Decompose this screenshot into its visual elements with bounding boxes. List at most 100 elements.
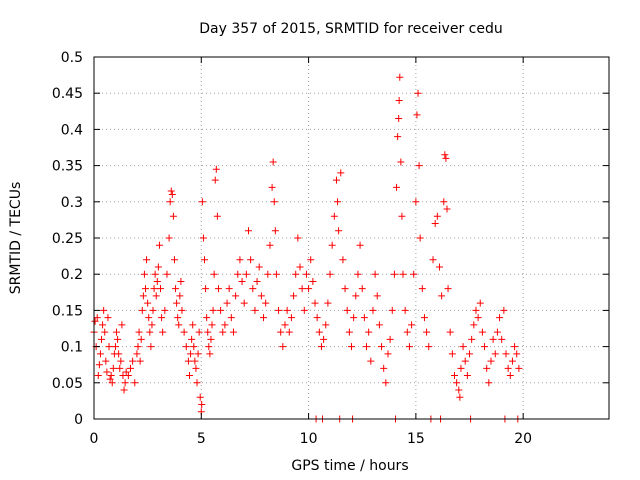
data-point xyxy=(476,299,484,307)
data-point xyxy=(210,270,218,278)
data-point xyxy=(408,321,416,329)
data-point xyxy=(208,321,216,329)
data-point xyxy=(155,241,163,249)
axis-ticks: 0 0.05 0.1 0.15 0.2 0.25 0.3 0.35 0.4 0.45 0.5 0 5 10… xyxy=(52,50,609,447)
data-point xyxy=(373,292,381,300)
data-point xyxy=(285,328,293,336)
data-point xyxy=(205,343,213,351)
data-point xyxy=(515,364,523,372)
data-point xyxy=(137,335,145,343)
data-point xyxy=(441,151,449,159)
data-point xyxy=(332,176,340,184)
y-tick-label: 0.3 xyxy=(61,195,83,211)
data-point xyxy=(172,285,180,293)
data-point xyxy=(146,328,154,336)
data-point xyxy=(255,263,263,271)
data-point xyxy=(202,285,210,293)
data-point xyxy=(229,328,237,336)
data-point xyxy=(474,314,482,322)
data-point xyxy=(139,292,147,300)
data-point xyxy=(168,191,176,199)
data-point xyxy=(348,343,355,351)
data-point xyxy=(227,314,235,322)
data-point xyxy=(405,343,413,351)
data-point xyxy=(311,299,319,307)
data-point xyxy=(309,277,317,285)
data-point xyxy=(95,361,103,369)
data-point xyxy=(395,115,403,123)
data-point xyxy=(96,350,104,358)
data-point xyxy=(294,234,302,242)
data-point xyxy=(143,256,151,264)
data-point xyxy=(489,335,497,343)
data-point xyxy=(185,372,193,380)
data-point xyxy=(292,270,300,278)
data-point xyxy=(236,256,244,264)
y-tick-label: 0.45 xyxy=(52,86,83,102)
data-point xyxy=(232,292,240,300)
data-point xyxy=(416,234,424,242)
data-point xyxy=(463,372,471,380)
chart-title: Day 357 of 2015, SRMTID for receiver ced… xyxy=(199,21,502,37)
data-point xyxy=(371,270,379,278)
data-point xyxy=(283,306,291,314)
data-point xyxy=(260,314,268,322)
data-point xyxy=(410,270,418,278)
data-point xyxy=(363,343,371,351)
data-point xyxy=(114,335,122,343)
data-point xyxy=(109,364,117,372)
data-point xyxy=(498,335,506,343)
data-point xyxy=(157,285,165,293)
data-point xyxy=(302,270,310,278)
y-tick-label: 0.15 xyxy=(52,303,83,319)
data-point xyxy=(481,343,489,351)
data-point xyxy=(451,372,458,380)
data-point xyxy=(386,335,394,343)
y-tick-label: 0.25 xyxy=(52,231,83,247)
data-point xyxy=(453,379,461,387)
data-point xyxy=(93,314,101,322)
data-point xyxy=(113,328,121,336)
data-point xyxy=(211,176,219,184)
data-point xyxy=(118,321,126,329)
data-point xyxy=(184,357,192,365)
data-point xyxy=(158,314,166,322)
data-point xyxy=(142,285,149,293)
data-point xyxy=(466,350,474,358)
data-point xyxy=(165,234,173,242)
data-point xyxy=(192,364,200,372)
data-point xyxy=(365,328,373,336)
data-point xyxy=(151,270,159,278)
data-point xyxy=(352,292,360,300)
data-point xyxy=(178,306,186,314)
data-point xyxy=(491,350,499,358)
data-point xyxy=(354,270,362,278)
data-point xyxy=(177,277,185,285)
data-point xyxy=(461,357,469,365)
data-point xyxy=(161,306,169,314)
data-point xyxy=(326,270,334,278)
data-point xyxy=(394,133,402,141)
data-point xyxy=(423,328,431,336)
y-tick-label: 0.1 xyxy=(61,340,83,356)
data-point xyxy=(380,364,388,372)
data-point xyxy=(296,263,304,271)
data-point xyxy=(335,227,343,235)
data-point xyxy=(195,328,203,336)
data-point xyxy=(221,321,229,329)
data-point xyxy=(511,343,519,351)
data-point xyxy=(446,328,454,336)
data-point xyxy=(444,285,452,293)
data-point xyxy=(334,198,342,206)
data-point xyxy=(418,285,426,293)
data-point xyxy=(438,292,446,300)
data-point xyxy=(187,350,195,358)
y-tick-label: 0.05 xyxy=(52,376,83,392)
data-point xyxy=(442,154,450,162)
data-point xyxy=(290,292,298,300)
data-point xyxy=(106,375,114,383)
data-point xyxy=(108,379,116,387)
data-points xyxy=(90,73,523,423)
data-point xyxy=(98,335,106,343)
data-point xyxy=(173,299,181,307)
